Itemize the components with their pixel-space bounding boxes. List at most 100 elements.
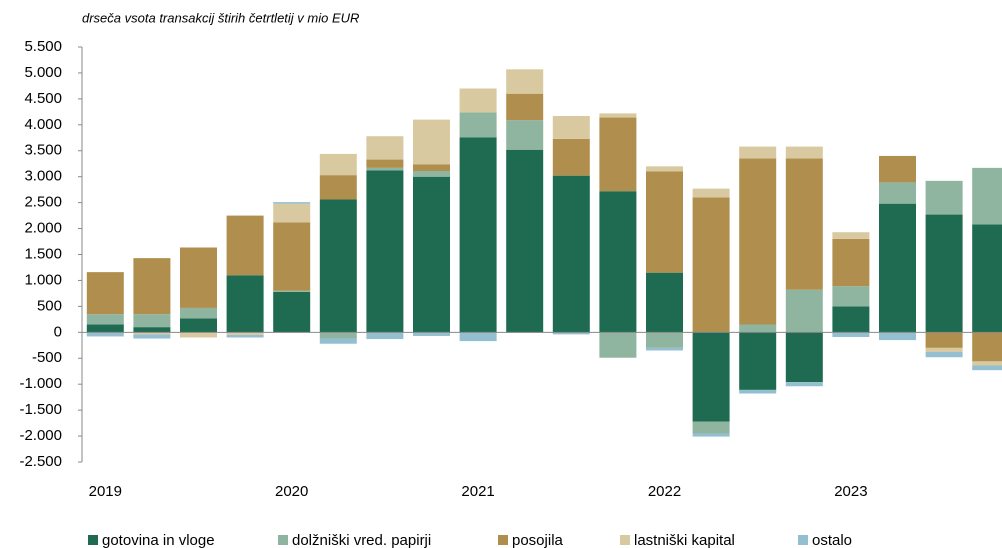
bar-segment (180, 247, 217, 308)
bar-segment (86, 314, 124, 325)
bar-segment (86, 332, 124, 337)
bar-segment (366, 170, 404, 333)
bar-segment (972, 365, 1002, 371)
bar-segment (785, 289, 823, 333)
bar-segment (552, 115, 590, 139)
bar-segment (413, 170, 450, 177)
bar-segment (413, 119, 450, 165)
bar-segment (226, 334, 264, 338)
y-tick-label: 5.000 (24, 64, 62, 81)
bar-segment (180, 332, 217, 338)
bar-segment (86, 324, 124, 333)
legend-label: posojila (512, 532, 564, 548)
bar-segment (273, 202, 311, 204)
y-tick-label: 1.000 (24, 271, 62, 288)
y-tick-label: 5.500 (24, 38, 62, 55)
chart-subtitle: drseča vsota transakcij štirih četrtleti… (82, 10, 359, 25)
bar-segment (319, 332, 357, 339)
bar-segment (879, 182, 916, 204)
bar-segment (925, 214, 963, 333)
bar-segment (86, 272, 124, 315)
bar-segment (925, 180, 963, 215)
bar-segment (459, 112, 497, 138)
y-tick-label: 2.000 (24, 220, 62, 237)
bar-segment (972, 332, 1002, 362)
bar-segment (599, 117, 637, 192)
legend-swatch (620, 535, 630, 545)
bar-segment (692, 332, 730, 422)
bar-segment (646, 332, 683, 348)
y-tick-label: 500 (37, 297, 62, 314)
bar-segment (879, 203, 916, 333)
legend-label: gotovina in vloge (102, 532, 215, 548)
bar-segment (273, 222, 311, 291)
bar-segment (832, 232, 870, 239)
bar-segment (785, 382, 823, 387)
y-tick-label: 0 (54, 323, 62, 340)
bar-segment (739, 324, 777, 333)
bar-segment (692, 188, 730, 198)
x-tick-label: 2022 (648, 483, 681, 500)
bar-segment (366, 159, 404, 168)
bar-segment (646, 171, 683, 273)
x-tick-label: 2021 (461, 483, 494, 500)
bar-segment (739, 146, 777, 159)
bar-segment (972, 224, 1002, 333)
y-tick-label: 3.000 (24, 168, 62, 185)
x-tick-label: 2023 (834, 483, 867, 500)
bar-segment (133, 332, 171, 335)
legend-label: lastniški kapital (634, 532, 735, 548)
bar-segment (319, 199, 357, 333)
bar-segment (226, 215, 264, 276)
legend-swatch (88, 535, 98, 545)
bar-segment (785, 158, 823, 290)
bar-segment (692, 433, 730, 437)
bar-segment (366, 136, 404, 160)
y-tick-label: -1.500 (19, 401, 62, 418)
bar-segment (133, 334, 171, 339)
bar-segment (319, 153, 357, 176)
bar-segment (739, 332, 777, 390)
bar-segment (506, 93, 544, 121)
bar-segment (459, 332, 497, 342)
bar-segment (319, 338, 357, 344)
bar-segment (180, 307, 217, 319)
bar-segment (552, 138, 590, 176)
bar-segment (133, 314, 171, 328)
bar-segment (832, 332, 870, 337)
y-tick-label: 1.500 (24, 245, 62, 262)
bar-segment (599, 332, 637, 358)
bar-segment (785, 146, 823, 159)
bar-segment (506, 149, 544, 333)
bar-segment (506, 69, 544, 94)
bar-segment (925, 347, 963, 353)
y-tick-label: 2.500 (24, 194, 62, 211)
bar-segment (319, 175, 357, 200)
y-tick-label: 4.000 (24, 116, 62, 133)
x-tick-label: 2020 (275, 483, 308, 500)
bar-segment (972, 361, 1002, 366)
y-tick-label: 4.500 (24, 90, 62, 107)
bar-segment (925, 352, 963, 358)
legend-label: ostalo (812, 532, 852, 548)
bar-segment (785, 332, 823, 383)
bar-segment (832, 306, 870, 333)
bar-segment (180, 318, 217, 333)
bar-segment (226, 332, 264, 335)
y-tick-label: -2.000 (19, 427, 62, 444)
bar-segment (646, 272, 683, 333)
bar-segment (552, 332, 590, 335)
bar-segment (413, 332, 450, 336)
bar-segment (832, 238, 870, 287)
bar-segment (133, 327, 171, 333)
bar-segment (366, 332, 404, 340)
bar-segment (646, 166, 683, 172)
bar-segment (413, 164, 450, 171)
bar-segment (739, 389, 777, 394)
legend-swatch (278, 535, 288, 545)
bar-segment (832, 286, 870, 307)
bar-segment (599, 113, 637, 118)
bar-segment (413, 176, 450, 333)
legend-swatch (498, 535, 508, 545)
